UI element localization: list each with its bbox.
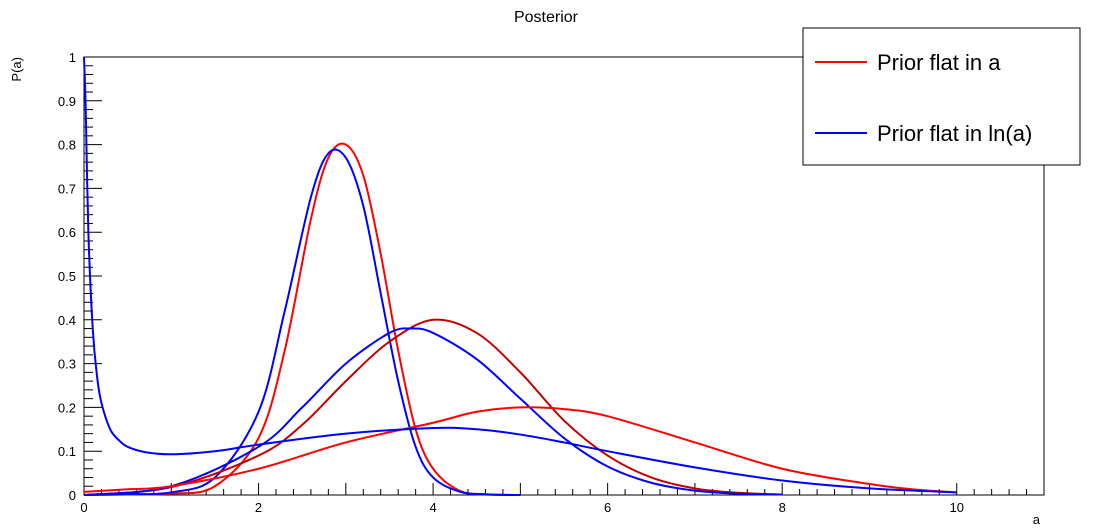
x-tick-label: 2 (255, 500, 262, 515)
legend-label-prior-flat-in-a: Prior flat in a (877, 50, 1001, 75)
x-tick-label: 10 (949, 500, 963, 515)
legend-box (802, 27, 1081, 166)
y-axis: 0 0.1 0.2 0.3 0.4 0.5 0.6 0.7 0.8 0.9 1 (58, 50, 102, 503)
x-tick-label: 0 (80, 500, 87, 515)
y-tick-label: 0.2 (58, 400, 76, 415)
y-tick-label: 0.3 (58, 357, 76, 372)
y-tick-label: 0.8 (58, 138, 76, 153)
y-tick-label: 0.4 (58, 313, 76, 328)
y-tick-label: 0.5 (58, 269, 76, 284)
x-tick-label: 4 (429, 500, 436, 515)
legend: Prior flat in a Prior flat in ln(a) (802, 27, 1081, 166)
legend-label-prior-flat-in-ln-a: Prior flat in ln(a) (877, 121, 1032, 146)
series-line-2 (83, 318, 783, 496)
series-line-0 (83, 142, 521, 496)
series-line-5 (83, 56, 957, 494)
y-tick-label: 0.1 (58, 444, 76, 459)
chart-title: Posterior (514, 9, 579, 26)
y-tick-label: 0.6 (58, 225, 76, 240)
y-tick-label: 0.7 (58, 181, 76, 196)
y-tick-label: 1 (69, 50, 76, 65)
y-tick-label: 0.9 (58, 94, 76, 109)
y-tick-label: 0 (69, 488, 76, 503)
series-line-4 (83, 406, 957, 494)
x-axis: 0 2 4 6 8 10 (80, 483, 1045, 515)
y-axis-label: P(a) (9, 57, 24, 82)
x-tick-label: 8 (779, 500, 786, 515)
x-axis-label: a (1033, 512, 1041, 527)
x-tick-label: 6 (604, 500, 611, 515)
series-group (83, 56, 957, 496)
